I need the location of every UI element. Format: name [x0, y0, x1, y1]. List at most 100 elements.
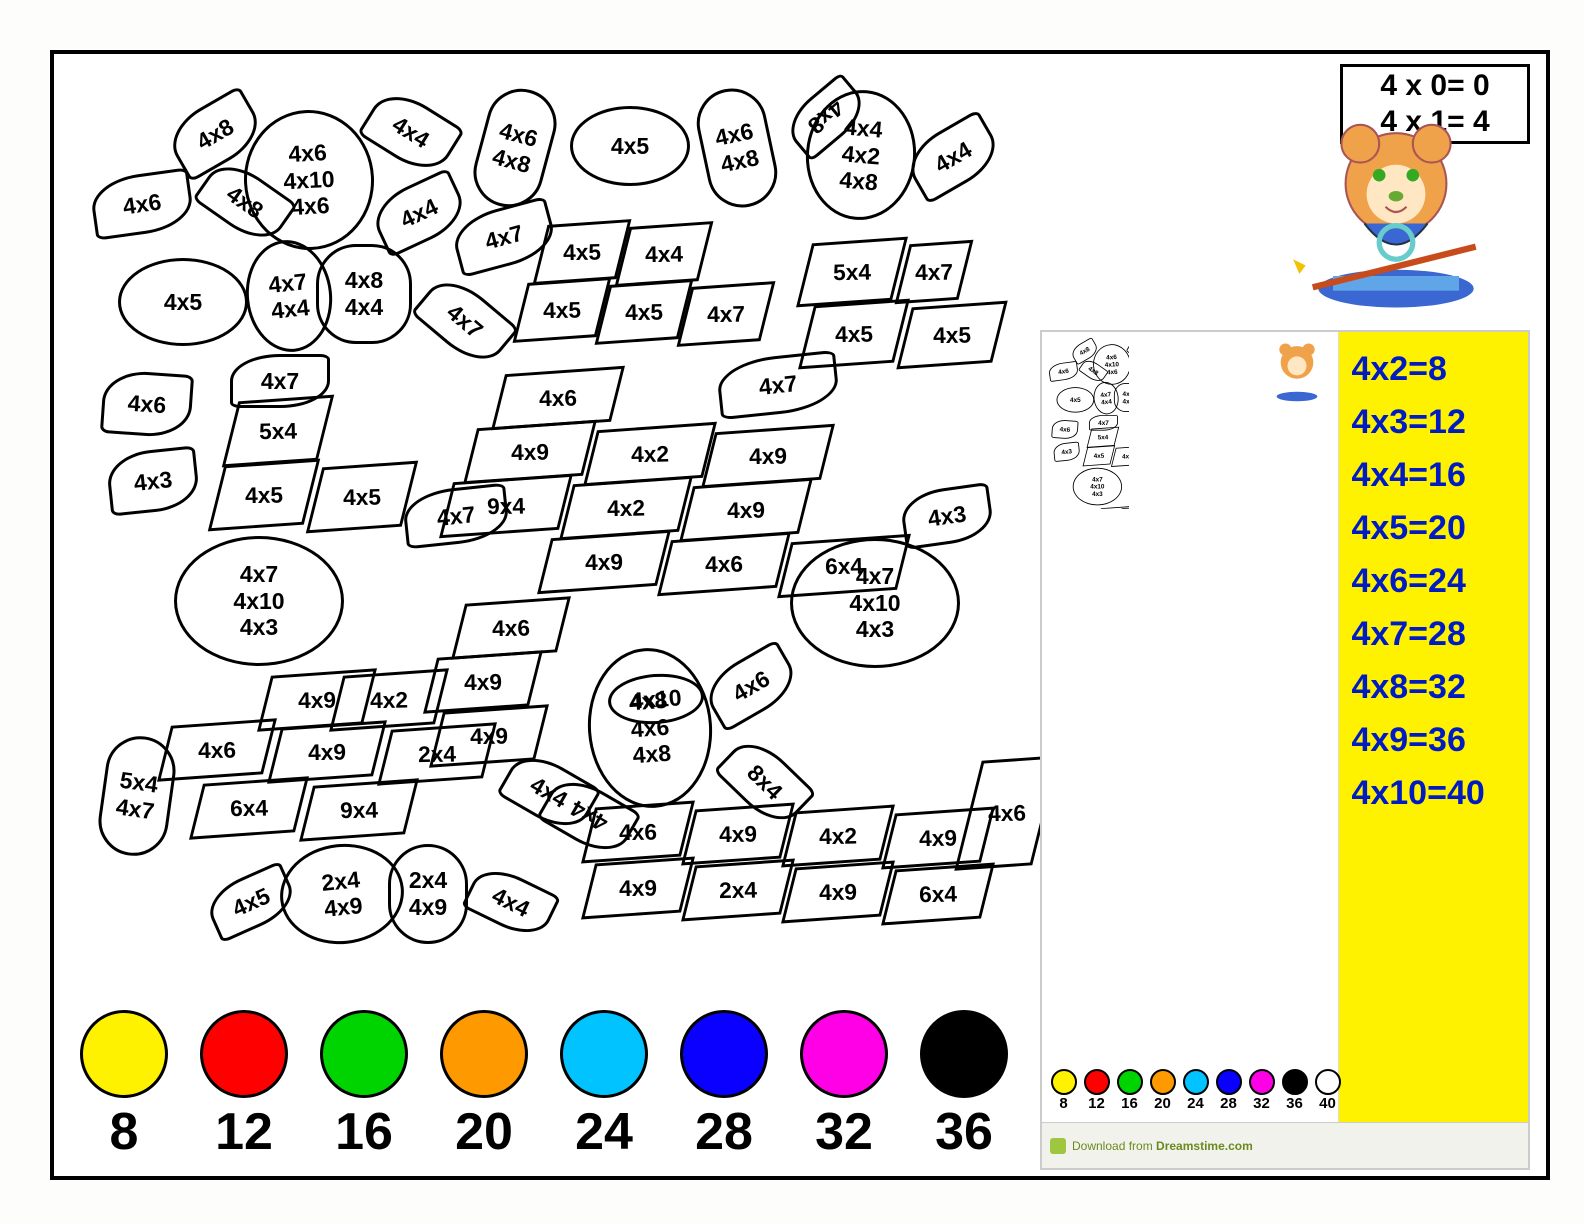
- puzzle-shape: 5x44x7: [94, 732, 180, 861]
- puzzle-shape: 4x6: [581, 801, 695, 864]
- legend-number: 28: [695, 1102, 753, 1162]
- legend-item: 24: [554, 1010, 654, 1162]
- puzzle-shape: 4x64x8: [466, 81, 565, 215]
- answer-line: 4x8=32: [1351, 668, 1522, 707]
- puzzle-shape: 4x84x4: [1114, 383, 1129, 412]
- ref-line-1: 4 x 0= 0: [1380, 69, 1489, 103]
- color-swatch: [440, 1010, 528, 1098]
- puzzle-shape: 4x6: [88, 167, 195, 240]
- watermark-footer: Download from Dreamstime.com: [1042, 1122, 1528, 1168]
- puzzle-shape: 9x4: [299, 778, 419, 841]
- bear-mascot-icon: [1286, 108, 1506, 318]
- footer-t2: Dreamstime.com: [1156, 1139, 1253, 1153]
- legend-number: 12: [215, 1102, 273, 1162]
- puzzle-shape: 4x2: [781, 805, 895, 868]
- puzzle-shape: 4x2: [583, 422, 717, 486]
- legend-item: 12: [194, 1010, 294, 1162]
- puzzle-shape: 2x4: [681, 859, 795, 922]
- legend-item: 20: [434, 1010, 534, 1162]
- legend-number: 8: [110, 1102, 139, 1162]
- mini-legend-item: 32: [1246, 1069, 1277, 1112]
- puzzle-shape: 4x6: [100, 369, 194, 439]
- puzzle-shape: 5x4: [222, 395, 334, 468]
- answer-line: 4x7=28: [1351, 615, 1522, 654]
- puzzle-shape: 4x5: [208, 459, 320, 532]
- color-swatch: [80, 1010, 168, 1098]
- puzzle-shape: 4x9: [581, 857, 695, 920]
- puzzle-shape: 4x4: [357, 83, 465, 182]
- color-swatch: [800, 1010, 888, 1098]
- puzzle-shape: 4x6: [657, 532, 791, 596]
- answer-line: 4x6=24: [1351, 562, 1522, 601]
- puzzle-shape: 4x74x104x3: [1073, 468, 1122, 506]
- puzzle-shape: 4x5: [896, 301, 1007, 370]
- puzzle-shape: 4x84x64x8: [583, 644, 718, 812]
- puzzle-shape: 4x9: [267, 720, 387, 783]
- legend-number: 24: [575, 1102, 633, 1162]
- puzzle-shape: 4x9: [681, 803, 795, 866]
- mini-legend-item: 12: [1081, 1069, 1112, 1112]
- mini-legend-item: 8: [1048, 1069, 1079, 1112]
- thumbnail-preview: 4x64x104x64x84x84x44x44x64x64x84x54x64x8…: [1042, 332, 1339, 1168]
- puzzle-shape: 4x7: [677, 281, 776, 347]
- mini-legend-item: 36: [1279, 1069, 1310, 1112]
- color-swatch: [920, 1010, 1008, 1098]
- puzzle-shape: 4x9: [679, 478, 813, 542]
- puzzle-shape: 4x3: [105, 445, 201, 516]
- puzzle-shape: 4x5: [1083, 445, 1116, 466]
- puzzle-shape: 4x6: [698, 639, 804, 732]
- download-icon: [1050, 1138, 1066, 1154]
- puzzle-shape: 4x3: [1053, 441, 1081, 462]
- puzzle-shape: 4x6: [491, 366, 625, 430]
- legend-number: 20: [455, 1102, 513, 1162]
- puzzle-shape: 4x7: [895, 240, 974, 304]
- answer-line: 4x9=36: [1351, 721, 1522, 760]
- answer-line: 4x2=8: [1351, 350, 1522, 389]
- puzzle-area: 4x64x104x64x84x84x44x44x64x64x84x54x64x8…: [68, 68, 1078, 928]
- puzzle-shape: 4x4: [900, 109, 1007, 204]
- puzzle-shape: 6x4: [881, 863, 995, 926]
- mini-legend-item: 40: [1312, 1069, 1343, 1112]
- thumbnail-puzzle: 4x64x104x64x84x84x44x44x64x64x84x54x64x8…: [1042, 332, 1129, 509]
- legend-item: 8: [74, 1010, 174, 1162]
- answer-line: 4x4=16: [1351, 456, 1522, 495]
- puzzle-shape: 4x5: [570, 106, 690, 186]
- puzzle-shape: 4x5: [306, 461, 418, 534]
- answer-line: 4x3=12: [1351, 403, 1522, 442]
- puzzle-shape: 4x9: [701, 424, 835, 488]
- puzzle-shape: 4x3: [899, 482, 996, 550]
- mini-legend-item: 20: [1147, 1069, 1178, 1112]
- mini-legend-item: 28: [1213, 1069, 1244, 1112]
- puzzle-shape: 9x4: [439, 474, 573, 538]
- puzzle-shape: 4x5: [118, 258, 248, 346]
- color-swatch: [560, 1010, 648, 1098]
- puzzle-shape: 4x4: [461, 860, 561, 944]
- answer-key-panel: 4x64x104x64x84x84x44x44x64x64x84x54x64x8…: [1040, 330, 1530, 1170]
- puzzle-shape: 4x9: [781, 861, 895, 924]
- puzzle-shape: 4x5: [1057, 387, 1095, 413]
- legend-item: 16: [314, 1010, 414, 1162]
- puzzle-shape: 2x4: [377, 722, 497, 785]
- puzzle-shape: 2x44x9: [388, 844, 468, 944]
- color-legend: 81216202428323640: [74, 1010, 1134, 1162]
- color-swatch: [320, 1010, 408, 1098]
- puzzle-shape: 4x6: [1051, 419, 1078, 439]
- legend-item: 32: [794, 1010, 894, 1162]
- mini-legend-item: 16: [1114, 1069, 1145, 1112]
- puzzle-shape: 6x4: [189, 776, 309, 839]
- puzzle-shape: 4x2: [559, 476, 693, 540]
- puzzle-shape: 4x74x104x3: [790, 538, 960, 668]
- puzzle-shape: 4x9: [537, 530, 671, 594]
- color-swatch: [680, 1010, 768, 1098]
- legend-item: 36: [914, 1010, 1014, 1162]
- legend-number: 16: [335, 1102, 393, 1162]
- color-swatch: [200, 1010, 288, 1098]
- puzzle-shape: 5x4: [796, 237, 908, 308]
- answer-key-list: 4x2=84x3=124x4=164x5=204x6=244x7=284x8=3…: [1339, 332, 1528, 1122]
- puzzle-shape: 4x6: [1048, 361, 1079, 382]
- answer-line: 4x10=40: [1351, 774, 1522, 813]
- puzzle-shape: 4x9: [463, 420, 597, 484]
- bear-mini-icon: [1262, 338, 1332, 406]
- puzzle-shape: 4x84x4: [316, 244, 412, 344]
- footer-t1: Download from: [1072, 1139, 1153, 1153]
